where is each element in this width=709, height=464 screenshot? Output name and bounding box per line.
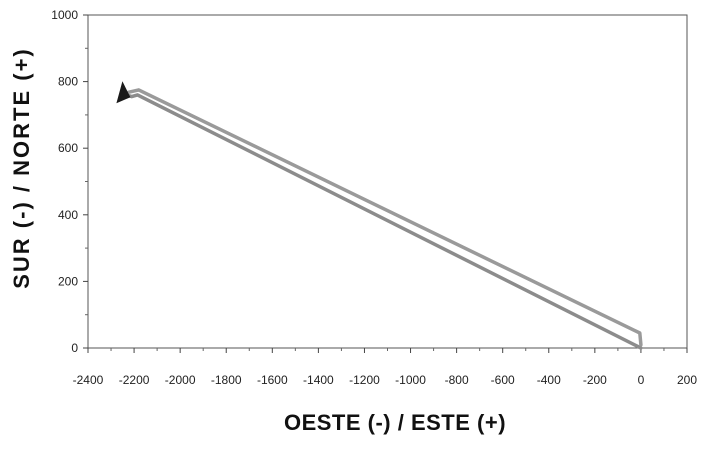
x-tick-label: -2400: [73, 373, 104, 387]
x-tick-label: -800: [445, 373, 469, 387]
y-axis-label: SUR (-) / NORTE (+): [9, 47, 34, 289]
x-tick-label: -400: [537, 373, 561, 387]
x-tick-label: -1000: [395, 373, 426, 387]
series-line-1: [123, 92, 643, 350]
y-tick-label: 200: [58, 274, 78, 288]
y-tick-label: 400: [58, 208, 78, 222]
end-marker: [116, 81, 131, 104]
y-tick-label: 600: [58, 141, 78, 155]
x-axis-label: OESTE (-) / ESTE (+): [283, 410, 507, 435]
x-tick-label: -2000: [165, 373, 196, 387]
plot-frame: [87, 14, 688, 349]
x-tick-label: -200: [583, 373, 607, 387]
x-tick-label: -2200: [119, 373, 150, 387]
y-tick-label: 0: [71, 341, 78, 355]
series-line-2: [126, 88, 643, 347]
x-tick-label: -1800: [211, 373, 242, 387]
y-tick-label: 1000: [51, 8, 78, 22]
x-tick-label: -1600: [257, 373, 288, 387]
y-tick-label: 800: [58, 75, 78, 89]
x-tick-label: 0: [638, 373, 645, 387]
x-tick-label: -600: [491, 373, 515, 387]
x-tick-label: 200: [677, 373, 697, 387]
x-tick-label: -1200: [349, 373, 380, 387]
x-tick-label: -1400: [303, 373, 334, 387]
